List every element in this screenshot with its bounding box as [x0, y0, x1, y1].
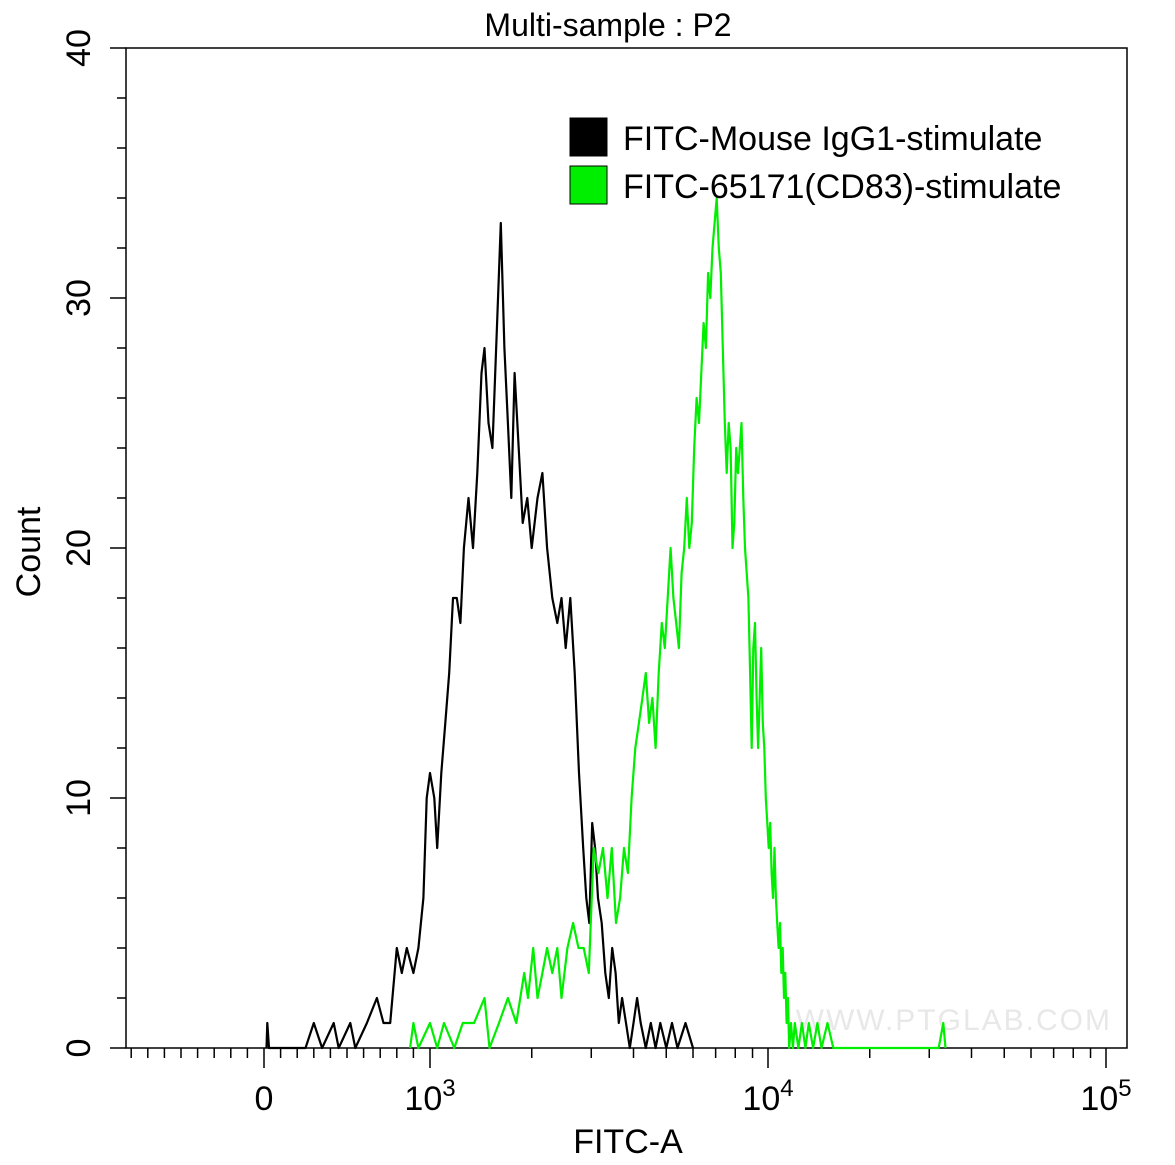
- x-tick-label: 104: [742, 1075, 793, 1118]
- legend: FITC-Mouse IgG1-stimulate FITC-65171(CD83…: [569, 117, 1061, 206]
- x-tick-label: 105: [1080, 1075, 1131, 1118]
- y-axis-ticks: 0 10 20 30 40: [60, 29, 126, 1057]
- series-line-2: [409, 196, 947, 1050]
- legend-label: FITC-65171(CD83)-stimulate: [623, 168, 1061, 206]
- y-tick-label: 0: [60, 1039, 98, 1058]
- legend-label: FITC-Mouse IgG1-stimulate: [623, 120, 1042, 158]
- y-tick-label: 20: [60, 529, 98, 567]
- x-axis-ticks: 0 103 104 105: [130, 1048, 1132, 1118]
- series-line-1: [265, 221, 695, 1050]
- x-tick-label: 0: [255, 1080, 274, 1118]
- series-layer: [265, 196, 947, 1050]
- y-tick-label: 10: [60, 779, 98, 817]
- watermark-text: WWW.PTGLAB.COM: [796, 1004, 1112, 1037]
- y-axis-title: Count: [10, 506, 48, 597]
- legend-swatch: [569, 165, 608, 205]
- legend-swatch: [569, 117, 608, 157]
- y-tick-label: 40: [60, 29, 98, 67]
- x-tick-label: 103: [404, 1075, 455, 1118]
- chart-title: Multi-sample : P2: [484, 7, 731, 43]
- y-tick-label: 30: [60, 279, 98, 317]
- x-axis-title: FITC-A: [573, 1123, 683, 1161]
